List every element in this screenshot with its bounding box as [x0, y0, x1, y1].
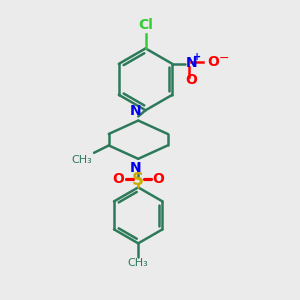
Text: N: N: [130, 161, 142, 175]
Text: N: N: [130, 104, 142, 118]
Text: S: S: [132, 171, 144, 189]
Text: Cl: Cl: [138, 18, 153, 32]
Text: −: −: [219, 52, 230, 64]
Text: CH₃: CH₃: [72, 155, 93, 165]
Text: +: +: [193, 52, 201, 61]
Text: O: O: [112, 172, 124, 186]
Text: N: N: [185, 56, 197, 70]
Text: O: O: [152, 172, 164, 186]
Text: O: O: [185, 73, 197, 87]
Text: O: O: [207, 55, 219, 69]
Text: CH₃: CH₃: [128, 258, 148, 268]
